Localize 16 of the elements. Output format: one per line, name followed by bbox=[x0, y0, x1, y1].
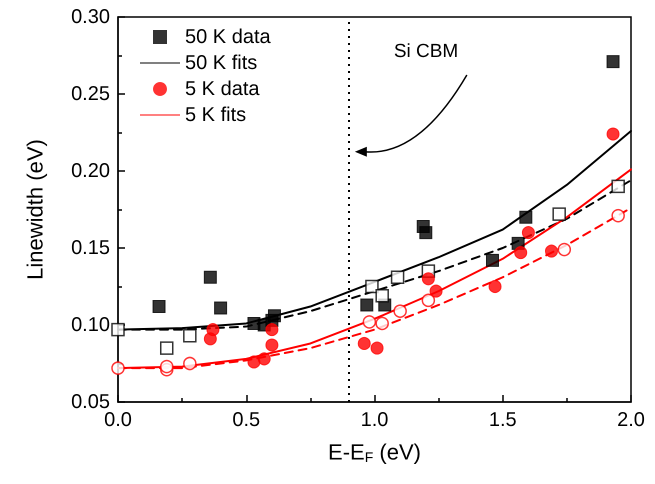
y-axis-title: Linewidth (eV) bbox=[22, 139, 48, 280]
x-tick-label: 1.5 bbox=[488, 409, 517, 431]
x-tick-label: 0.5 bbox=[232, 409, 260, 431]
y-tick-label: 0.10 bbox=[71, 314, 110, 336]
y-tick-label: 0.25 bbox=[71, 83, 110, 105]
legend-label: 5 K data bbox=[185, 78, 260, 100]
x-tick-label: 1.0 bbox=[360, 409, 388, 431]
ref-line-label: Si CBM bbox=[394, 41, 458, 62]
legend-label: 50 K fits bbox=[185, 52, 258, 74]
legend-label: 50 K data bbox=[185, 26, 272, 48]
legend-label: 5 K fits bbox=[185, 104, 246, 126]
y-tick-label: 0.30 bbox=[71, 6, 110, 28]
y-tick-label: 0.15 bbox=[71, 237, 110, 259]
y-tick-label: 0.20 bbox=[71, 160, 110, 182]
x-axis-title: E-EF (eV) bbox=[328, 440, 421, 465]
x-tick-label: 2.0 bbox=[617, 409, 645, 431]
